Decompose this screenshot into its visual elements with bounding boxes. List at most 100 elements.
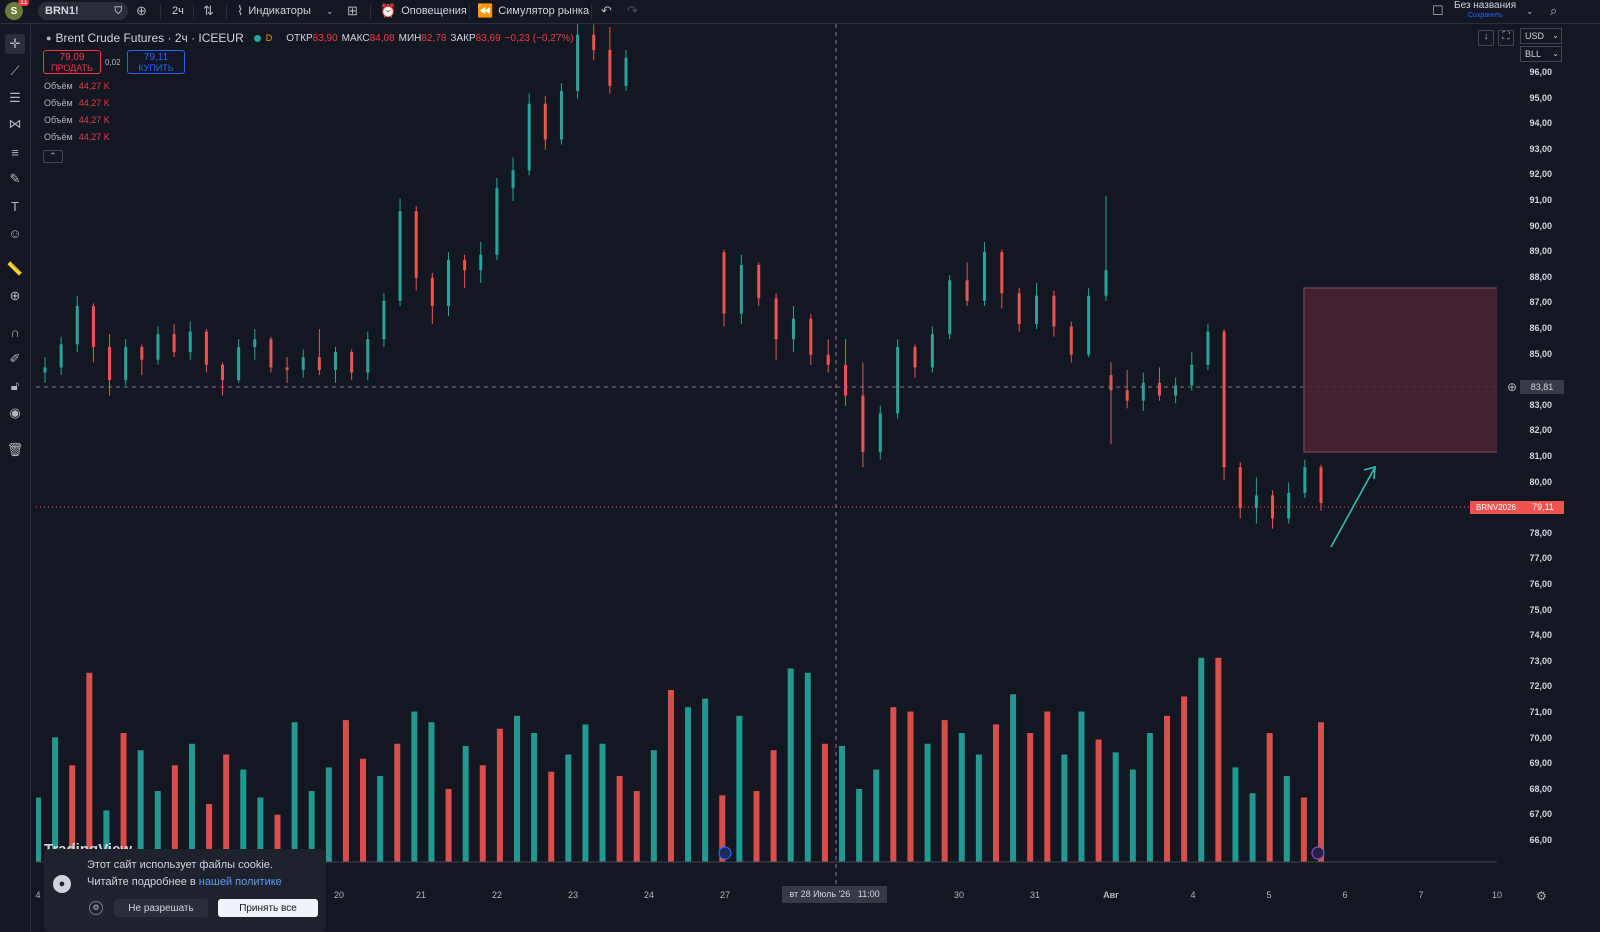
candle-body: [844, 364, 848, 396]
candle-body: [430, 277, 434, 306]
download-icon[interactable]: ↓: [1478, 30, 1494, 46]
add-symbol-icon[interactable]: ⊕: [136, 3, 147, 18]
sell-button[interactable]: 79,09 ПРОДАТЬ: [43, 50, 101, 74]
high-label: МАКС: [341, 32, 370, 44]
ruler-icon[interactable]: 📏: [6, 261, 24, 276]
open-label: ОТКР: [286, 32, 313, 44]
currency-label: USD: [1525, 31, 1545, 41]
candle-body: [1104, 270, 1108, 296]
close-label: ЗАКР: [450, 32, 476, 44]
cookie-icon: ●: [53, 875, 71, 893]
indicators-button[interactable]: ⌇ Индикаторы: [237, 0, 311, 22]
candle-body: [791, 318, 795, 340]
replay-button[interactable]: ⏪ Симулятор рынка: [477, 0, 589, 22]
indicators-label: Индикаторы: [248, 5, 311, 17]
volume-bar: [1146, 733, 1153, 862]
lock-drawing-icon[interactable]: ✐: [9, 351, 21, 366]
volume-bar: [240, 769, 247, 862]
drawing-toolbar: ✛ ⟋ ☰ ⋈ ≡ ✎ T ☺ 📏 ⊕ ∩ ✐ 🔓︎ ◉ 🗑︎: [0, 24, 31, 932]
price-tick-label: 83,00: [1529, 399, 1552, 410]
lock-icon[interactable]: 🔓︎: [10, 378, 20, 393]
volume-bar: [188, 743, 195, 862]
volume-bar: [633, 791, 640, 862]
add-alert-icon[interactable]: ⊕: [1506, 380, 1518, 394]
candle-body: [1319, 467, 1323, 504]
search-icon[interactable]: ⌕: [1550, 3, 1558, 18]
user-avatar[interactable]: S 11: [5, 0, 30, 22]
volume-legend-row[interactable]: Объём 44,27 K: [44, 115, 110, 125]
interval-button[interactable]: 2ч: [172, 5, 184, 17]
volume-bar: [154, 791, 161, 862]
volume-bar: [1181, 696, 1188, 862]
trash-icon[interactable]: 🗑︎: [6, 442, 24, 457]
rewind-icon: ⏪: [477, 3, 494, 18]
indicators-icon: ⌇: [237, 3, 244, 18]
price-tick-label: 95,00: [1529, 92, 1552, 103]
unit-select[interactable]: BLL ⌄: [1520, 46, 1562, 62]
volume-bar: [394, 743, 401, 862]
chevron-down-icon[interactable]: ⌄: [326, 5, 334, 16]
accept-cookies-button[interactable]: Принять все: [218, 899, 318, 917]
layout-icon[interactable]: ☐: [1432, 3, 1444, 18]
cookie-text-line1: Этот сайт использует файлы cookie.: [87, 859, 273, 871]
eye-icon[interactable]: ◉: [9, 405, 21, 420]
redo-icon[interactable]: ↷: [627, 3, 638, 18]
volume-bar: [1198, 657, 1205, 862]
undo-icon[interactable]: ↶: [601, 3, 612, 18]
decline-cookies-button[interactable]: Не разрешать: [114, 899, 208, 917]
brush-icon[interactable]: ✎: [9, 171, 21, 186]
pattern-icon[interactable]: ⋈: [8, 116, 22, 131]
collapse-legend-icon[interactable]: ⌃: [43, 150, 63, 163]
candle-body: [1141, 382, 1145, 401]
text-icon[interactable]: T: [11, 198, 19, 214]
buy-button[interactable]: 79,11 КУПИТЬ: [127, 50, 185, 74]
chart-type-icon[interactable]: ⇅: [203, 3, 214, 18]
symbol-search[interactable]: BRN1! ⛉: [38, 2, 128, 20]
price-axis[interactable]: [1497, 24, 1567, 886]
candle-body: [463, 259, 467, 271]
candle-body: [188, 331, 192, 353]
candle-body: [1035, 295, 1039, 324]
settings-icon[interactable]: ⚙: [89, 901, 103, 915]
candle-body: [913, 346, 917, 368]
emoji-icon[interactable]: ☺: [8, 225, 22, 241]
volume-legend-row[interactable]: Объём 44,27 K: [44, 98, 110, 108]
price-chart[interactable]: TradingView: [36, 24, 1567, 910]
volume-bar: [1010, 694, 1017, 862]
volume-legend-row[interactable]: Объём 44,27 K: [44, 81, 110, 91]
crosshair-icon[interactable]: ✛: [5, 34, 25, 54]
unit-label: BLL: [1525, 49, 1542, 59]
candle-body: [1000, 252, 1004, 294]
magnet-icon[interactable]: ∩: [10, 324, 20, 340]
alerts-button[interactable]: ⏰ Оповещения: [380, 0, 467, 22]
symbol-title[interactable]: Brent Crude Futures · 2ч · ICEEUR: [55, 31, 244, 45]
zoom-icon[interactable]: ⊕: [9, 288, 21, 303]
currency-select[interactable]: USD ⌄: [1520, 28, 1562, 44]
volume-bar: [1112, 752, 1119, 862]
trend-line-icon[interactable]: ⟋: [10, 63, 20, 78]
chevron-down-icon[interactable]: ⌄: [1526, 5, 1534, 16]
volume-legend-row[interactable]: Объём 44,27 K: [44, 132, 110, 142]
fib-lines-icon[interactable]: ☰: [9, 90, 21, 105]
rectangle-drawing[interactable]: [1303, 287, 1499, 453]
volume-bar: [1078, 711, 1085, 862]
event-marker-icon[interactable]: [718, 846, 732, 860]
settings-gear-icon[interactable]: ⚙: [1536, 889, 1547, 903]
volume-bar: [445, 788, 452, 862]
open-value: 83,90: [312, 32, 338, 44]
candle-body: [948, 280, 952, 335]
price-tick-label: 70,00: [1529, 732, 1552, 743]
lightning-marker-icon[interactable]: [1311, 846, 1325, 860]
candle-body: [527, 103, 531, 171]
prediction-icon[interactable]: ≡: [11, 144, 19, 160]
alarm-clock-icon: ⏰: [380, 3, 397, 18]
volume-bar: [667, 690, 674, 862]
arrow-drawing[interactable]: [1330, 468, 1375, 548]
chevron-down-icon: ⌄: [1552, 49, 1559, 58]
fullscreen-icon[interactable]: ⛶: [1498, 30, 1514, 46]
volume-bar: [137, 750, 144, 862]
privacy-policy-link[interactable]: нашей политике: [198, 876, 282, 888]
candle-body: [543, 103, 547, 140]
layout-name-button[interactable]: Без названия Сохранить: [1454, 0, 1516, 22]
templates-icon[interactable]: ⊞: [347, 3, 358, 18]
